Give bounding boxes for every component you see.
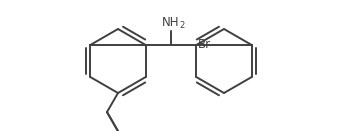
Text: 2: 2	[180, 21, 185, 31]
Text: NH: NH	[162, 17, 180, 29]
Text: Br: Br	[198, 39, 211, 51]
